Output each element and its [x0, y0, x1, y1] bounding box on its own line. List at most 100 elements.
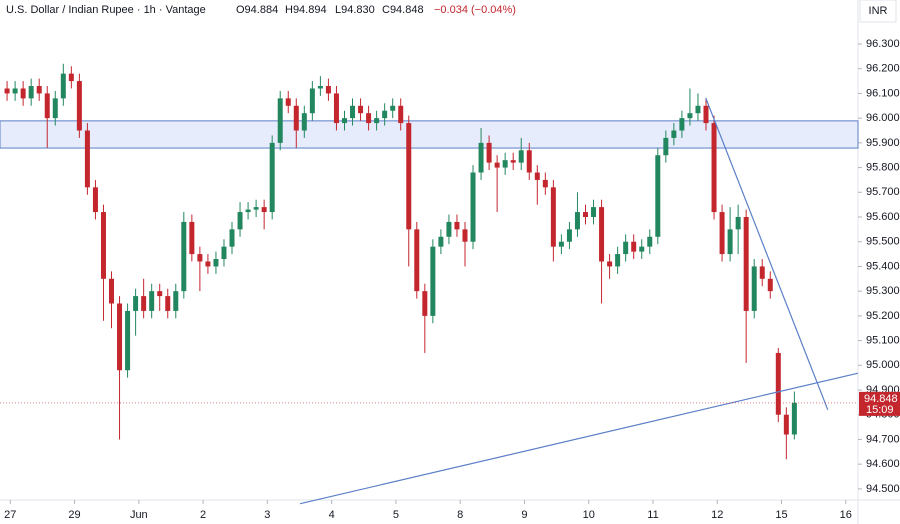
- countdown: 15:09: [866, 404, 894, 416]
- candle-body: [309, 88, 315, 114]
- x-tick-label: 11: [647, 509, 658, 521]
- candle-body: [454, 221, 460, 230]
- candle-body: [20, 88, 26, 99]
- y-tick-label: 95.800: [866, 161, 900, 173]
- candle-body: [149, 291, 155, 311]
- candle-body: [109, 278, 115, 304]
- y-tick-label: 95.100: [866, 334, 900, 346]
- candle-body: [526, 150, 532, 173]
- candle-body: [245, 209, 251, 213]
- candle-body: [502, 160, 508, 168]
- x-tick-label: 4: [329, 509, 335, 521]
- y-tick-label: 95.400: [866, 260, 900, 272]
- y-tick-label: 95.000: [866, 359, 900, 371]
- candle-body: [767, 278, 773, 292]
- candle-body: [181, 221, 187, 292]
- candle-body: [390, 105, 396, 111]
- candle-body: [599, 207, 605, 262]
- x-tick-label: 5: [393, 509, 399, 521]
- candle-body: [518, 150, 524, 163]
- candle-body: [157, 291, 163, 297]
- y-tick-label: 96.200: [866, 63, 900, 75]
- candle-body: [366, 113, 372, 124]
- x-tick-label: 2: [200, 509, 206, 521]
- candle-body: [470, 172, 476, 242]
- y-tick-label: 95.500: [866, 236, 900, 248]
- currency: INR: [869, 5, 888, 17]
- candle-body: [269, 142, 275, 213]
- ohlc-open: O94.884: [236, 4, 278, 16]
- candle-body: [438, 236, 444, 247]
- candle-body: [229, 229, 235, 247]
- candle-body: [317, 86, 323, 89]
- symbol: U.S. Dollar / Indian Rupee · 1h · Vantag…: [6, 4, 206, 16]
- candle-body: [566, 229, 572, 242]
- x-tick-label: 27: [4, 509, 16, 521]
- candle-body: [582, 212, 588, 218]
- candle-body: [607, 261, 613, 267]
- y-tick-label: 95.600: [866, 211, 900, 223]
- x-tick-label: 10: [583, 509, 595, 521]
- x-tick-label: 15: [775, 509, 787, 521]
- candle-body: [462, 229, 468, 242]
- candle-body: [631, 241, 637, 252]
- currency-box: [859, 0, 897, 23]
- candle-body: [727, 229, 733, 255]
- x-tick-label: 3: [264, 509, 270, 521]
- candle-body: [237, 212, 243, 230]
- candle-body: [36, 86, 42, 94]
- y-tick-label: 95.900: [866, 137, 900, 149]
- candle-body: [333, 93, 339, 124]
- y-tick-label: 96.300: [866, 38, 900, 50]
- candle-body: [398, 105, 404, 124]
- candle-body: [655, 155, 661, 237]
- candle-body: [711, 123, 717, 213]
- candle-body: [679, 118, 685, 131]
- zone: [0, 120, 859, 149]
- candle-body: [703, 105, 709, 124]
- candle-body: [647, 236, 653, 247]
- candle-body: [534, 172, 540, 180]
- candle-body: [325, 86, 331, 94]
- ohlc-low: L94.830: [335, 4, 375, 16]
- candle-body: [253, 207, 259, 210]
- change: −0.034 (−0.04%): [434, 4, 516, 16]
- header: U.S. Dollar / Indian Rupee · 1h · Vantag…: [6, 4, 516, 16]
- y-tick-label: 96.000: [866, 112, 900, 124]
- candle-body: [422, 291, 428, 316]
- candle-body: [293, 105, 299, 131]
- x-tick-label: 12: [711, 509, 723, 521]
- candle-body: [478, 142, 484, 173]
- trendline: [705, 97, 829, 411]
- candle-body: [743, 217, 749, 311]
- candle-body: [197, 254, 203, 262]
- candle-body: [165, 296, 171, 311]
- ohlc-high: H94.894: [285, 4, 327, 16]
- x-tick-label: 9: [521, 509, 527, 521]
- candle-body: [221, 246, 227, 260]
- candle-body: [510, 160, 516, 163]
- candle-body: [735, 217, 741, 230]
- candle-body: [671, 130, 677, 138]
- candle-body: [341, 118, 347, 124]
- candle-body: [44, 93, 50, 119]
- y-tick-label: 94.600: [866, 458, 900, 470]
- candle-body: [759, 266, 765, 279]
- y-tick-label: 96.100: [866, 87, 900, 99]
- candle-body: [406, 123, 412, 230]
- candle-body: [117, 303, 123, 371]
- candle-body: [28, 86, 34, 99]
- x-tick-label: 8: [457, 509, 463, 521]
- ohlc-close: C94.848: [382, 4, 424, 16]
- candle-body: [574, 212, 580, 230]
- x-tick-label: Jun: [130, 509, 148, 521]
- candle-body: [791, 402, 797, 435]
- candle-body: [719, 212, 725, 255]
- candle-body: [141, 296, 147, 311]
- candle-body: [100, 212, 106, 279]
- candle-body: [775, 352, 781, 415]
- candle-body: [414, 229, 420, 292]
- candle-body: [751, 266, 757, 311]
- candle-body: [358, 105, 364, 114]
